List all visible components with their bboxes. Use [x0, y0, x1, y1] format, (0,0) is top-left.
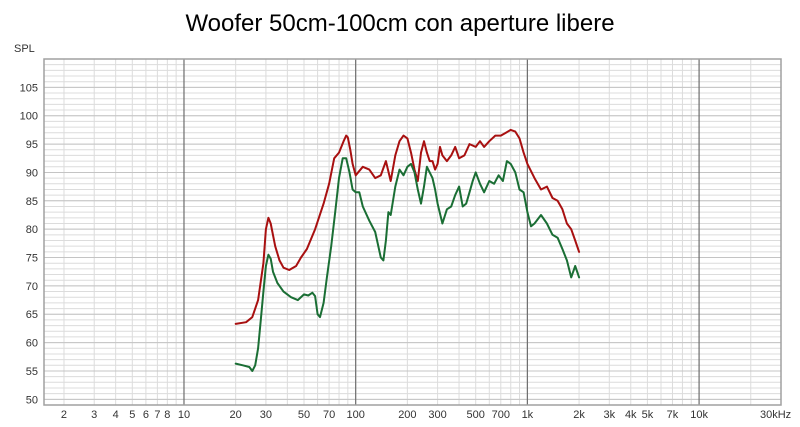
y-tick-label: 100: [20, 111, 38, 123]
x-axis-unit-label: 30kHz: [760, 409, 791, 421]
x-tick-label: 10k: [690, 409, 708, 421]
y-tick-label: 55: [26, 366, 38, 378]
series-lines: [234, 128, 581, 372]
y-tick-label: 65: [26, 309, 38, 321]
series-line-1: [234, 128, 581, 325]
x-tick-label: 700: [492, 409, 510, 421]
y-axis-label: SPL: [14, 43, 35, 55]
y-tick-label: 60: [26, 338, 38, 350]
x-tick-label: 50: [298, 409, 310, 421]
x-tick-label: 7k: [667, 409, 679, 421]
x-tick-label: 6: [143, 409, 149, 421]
series-line-2: [234, 157, 581, 372]
x-tick-label: 3: [91, 409, 97, 421]
y-tick-label: 90: [26, 167, 38, 179]
x-tick-label: 2k: [573, 409, 585, 421]
x-tick-label: 7: [154, 409, 160, 421]
plot-frame: [43, 58, 782, 406]
y-tick-labels: 50 55 60 65 70 75 80 85 90 95 100 105: [20, 82, 38, 406]
x-tick-label: 1k: [522, 409, 534, 421]
x-tick-label: 4k: [625, 409, 637, 421]
x-tick-labels: 2 3 4 5 6 7 8 10 20 30 50 70 100 200 300 500 700 1k 2k 3k 4k…: [61, 409, 709, 421]
y-tick-label: 85: [26, 196, 38, 208]
x-tick-label: 200: [398, 409, 416, 421]
x-tick-label: 70: [323, 409, 335, 421]
x-tick-label: 5: [129, 409, 135, 421]
x-tick-label: 20: [230, 409, 242, 421]
y-tick-label: 95: [26, 139, 38, 151]
x-tick-label: 4: [113, 409, 119, 421]
x-tick-label: 30: [260, 409, 272, 421]
x-tick-label: 3k: [603, 409, 615, 421]
x-tick-label: 500: [467, 409, 485, 421]
x-tick-label: 100: [347, 409, 365, 421]
x-tick-label: 5k: [642, 409, 654, 421]
x-tick-label: 300: [428, 409, 446, 421]
y-tick-label: 50: [26, 394, 38, 406]
x-tick-label: 8: [164, 409, 170, 421]
y-tick-label: 105: [20, 82, 38, 94]
y-tick-label: 70: [26, 281, 38, 293]
x-tick-label: 2: [61, 409, 67, 421]
chart-title: Woofer 50cm-100cm con aperture libere: [185, 10, 614, 37]
x-tick-label: 10: [178, 409, 190, 421]
y-tick-label: 80: [26, 224, 38, 236]
y-tick-label: 75: [26, 253, 38, 265]
